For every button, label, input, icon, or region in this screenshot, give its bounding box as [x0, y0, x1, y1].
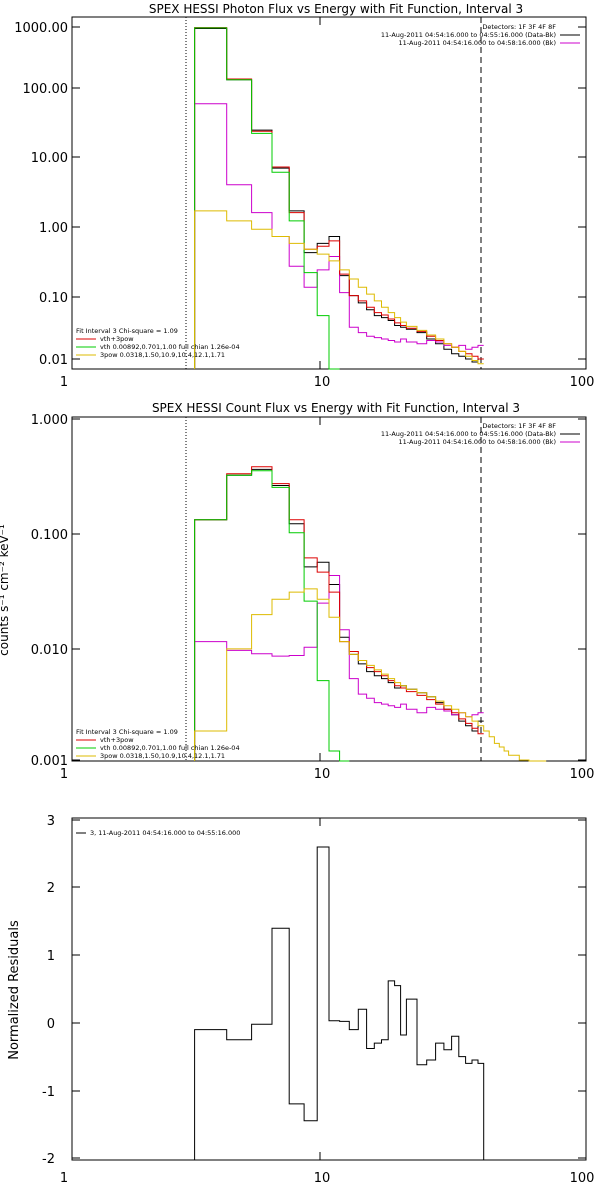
legend-vth: vth 0.00892,0.701,1.00 full chian 1.26e-… — [100, 744, 240, 752]
legend-vth: vth 0.00892,0.701,1.00 full chian 1.26e-… — [100, 343, 240, 351]
panel-3-frame — [71, 817, 587, 1161]
panel-2-ticks — [72, 417, 586, 761]
panel-3-legend: 3, 11-Aug-2011 04:54:16.000 to 04:55:16.… — [76, 829, 240, 837]
legend-bk: 11-Aug-2011 04:54:16.000 to 04:58:16.000… — [399, 438, 556, 446]
legend-vth3pow: vth+3pow — [100, 736, 134, 744]
series-line-vth-3pow — [194, 466, 484, 761]
panel-3-ytick-label: -1 — [42, 1085, 55, 1100]
series-line-vth-3pow — [194, 27, 484, 369]
residuals-panel: Normalized Residuals 3 2 1 0 -1 -2 1 10 … — [7, 814, 594, 1186]
panel-1-xtick-label: 10 — [314, 375, 331, 390]
series-line-3pow — [194, 588, 547, 762]
panel-3-ticks — [72, 818, 586, 1160]
legend-3pow: 3pow 0.0318,1.50,10.9,10.4,12.1,1.71 — [100, 351, 225, 359]
series-line-bk — [194, 575, 484, 761]
legend-vth3pow: vth+3pow — [100, 335, 134, 343]
panel-1-xtick-label: 1 — [60, 375, 68, 390]
legend-data-bk: 11-Aug-2011 04:54:16.000 to 04:55:16.000… — [381, 430, 556, 438]
panel-1-ytick-label: 100.00 — [23, 82, 69, 97]
panel-1-ytick-label: 1000.00 — [14, 21, 68, 36]
panel-3-series — [194, 846, 485, 1160]
panel-3-ytick-label: 0 — [47, 1017, 55, 1032]
count-flux-panel: SPEX HESSI Count Flux vs Energy with Fit… — [0, 401, 594, 782]
panel-2-ylabel: counts s⁻¹ cm⁻² keV⁻¹ — [0, 524, 11, 656]
series-line-3pow — [194, 210, 484, 369]
series-line-vth — [194, 470, 350, 762]
panel-1-ytick-label: 1.00 — [39, 221, 68, 236]
panel-2-ytick-label: 0.001 — [31, 754, 68, 769]
panel-2-xtick-label: 10 — [314, 767, 331, 782]
panel-1-ticks — [72, 17, 586, 369]
panel-3-xtick-label: 100 — [570, 1171, 595, 1186]
panel-2-series — [194, 466, 547, 762]
panel-2-ytick-label: 0.010 — [31, 643, 68, 658]
photon-flux-panel: SPEX HESSI Photon Flux vs Energy with Fi… — [14, 2, 594, 390]
panel-3-ytick-label: 3 — [47, 814, 55, 829]
panel-2-legend-bottom-left: Fit Interval 3 Chi-square = 1.09 vth+3po… — [76, 728, 240, 760]
panel-3-xtick-labels: 1 10 100 — [60, 1171, 595, 1186]
panel-2-xtick-label: 100 — [570, 767, 595, 782]
panel-1-legend-top-right: Detectors: 1F 3F 4F 8F 11-Aug-2011 04:54… — [381, 23, 580, 47]
panel-2-title: SPEX HESSI Count Flux vs Energy with Fit… — [152, 401, 520, 415]
panel-3-xtick-label: 10 — [314, 1171, 331, 1186]
panel-3-ytick-label: 1 — [47, 949, 55, 964]
legend-residual: 3, 11-Aug-2011 04:54:16.000 to 04:55:16.… — [90, 829, 240, 837]
panel-2-ytick-labels: 1.000 0.100 0.010 0.001 — [31, 413, 68, 769]
legend-detectors: Detectors: 1F 3F 4F 8F — [482, 422, 556, 430]
panel-2-legend-top-right: Detectors: 1F 3F 4F 8F 11-Aug-2011 04:54… — [381, 422, 580, 446]
legend-fit-interval: Fit Interval 3 Chi-square = 1.09 — [76, 327, 178, 335]
panel-2-ytick-label: 0.100 — [31, 528, 68, 543]
panel-2-frame — [71, 416, 587, 762]
panel-1-xtick-labels: 1 10 100 — [60, 375, 595, 390]
panel-1-ytick-labels: 1000.00 100.00 10.00 1.00 0.10 0.01 — [14, 21, 68, 368]
legend-detectors: Detectors: 1F 3F 4F 8F — [482, 23, 556, 31]
panel-1-ytick-label: 10.00 — [31, 151, 68, 166]
legend-bk: 11-Aug-2011 04:54:16.000 to 04:58:16.000… — [399, 39, 556, 47]
series-line-3-11-aug-2011-04-54-16-000-to-04-55-16-000 — [194, 846, 485, 1160]
panel-2-xtick-label: 1 — [60, 767, 68, 782]
panel-1-ytick-label: 0.01 — [39, 353, 68, 368]
panel-1-ytick-label: 0.10 — [39, 291, 68, 306]
panel-2-xtick-labels: 1 10 100 — [60, 767, 595, 782]
legend-fit-interval: Fit Interval 3 Chi-square = 1.09 — [76, 728, 178, 736]
panel-1-legend-bottom-left: Fit Interval 3 Chi-square = 1.09 vth+3po… — [76, 327, 240, 359]
panel-3-xtick-label: 1 — [60, 1171, 68, 1186]
panel-1-xtick-label: 100 — [570, 375, 595, 390]
panel-1-title: SPEX HESSI Photon Flux vs Energy with Fi… — [149, 2, 523, 16]
panel-1-series — [194, 27, 484, 370]
panel-3-ytick-labels: 3 2 1 0 -1 -2 — [42, 814, 55, 1167]
panel-3-ytick-label: 2 — [47, 881, 55, 896]
legend-3pow: 3pow 0.0318,1.50,10.9,10.4,12.1,1.71 — [100, 752, 225, 760]
panel-2-ytick-label: 1.000 — [31, 413, 68, 428]
panel-3-ytick-label: -2 — [42, 1152, 55, 1167]
panel-3-ylabel: Normalized Residuals — [7, 920, 22, 1060]
series-line-vth — [194, 27, 340, 370]
legend-data-bk: 11-Aug-2011 04:54:16.000 to 04:55:16.000… — [381, 31, 556, 39]
